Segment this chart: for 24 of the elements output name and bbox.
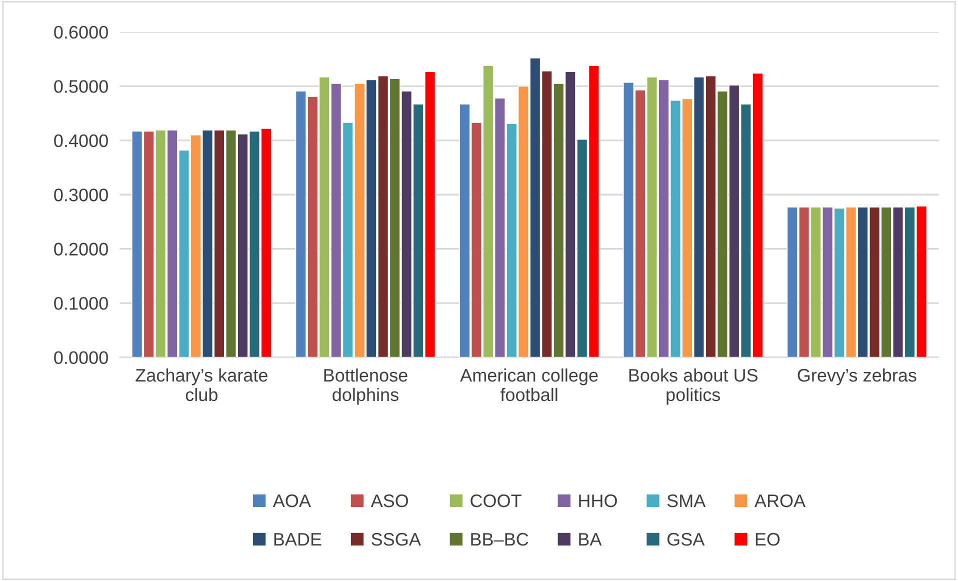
y-tick-label: 0.5000 (54, 80, 108, 93)
legend-label: HHO (579, 494, 617, 508)
legend-label: COOT (470, 494, 522, 508)
legend-label: AOA (272, 494, 311, 508)
legend-label: GSA (667, 532, 705, 546)
x-tick-label: Grevy’s zebras (798, 368, 916, 386)
y-tick-label: 0.6000 (54, 26, 108, 39)
legend-label: BA (579, 533, 602, 546)
y-tick-label: 0.2000 (54, 242, 108, 256)
legend-label: SSGA (372, 532, 421, 546)
legend-label: ASO (370, 494, 408, 508)
y-tick-label: 0.3000 (54, 188, 108, 202)
x-tick-label: American college football (460, 368, 598, 402)
legend-label: EO (756, 532, 780, 546)
legend-label: AROA (754, 494, 806, 508)
x-tick-label: Bottlenose dolphins (324, 368, 408, 405)
y-tick-label: 0.1000 (54, 297, 108, 310)
legend-label: BB–BC (471, 532, 528, 546)
y-tick-label: 0.4000 (54, 134, 108, 148)
legend-label: BADE (274, 533, 322, 546)
x-tick-label: Zachary’s karate club (136, 368, 268, 402)
y-tick-label: 0.0000 (54, 351, 108, 364)
x-tick-label: Books about US politics (629, 368, 758, 405)
legend-label: SMA (667, 494, 706, 508)
